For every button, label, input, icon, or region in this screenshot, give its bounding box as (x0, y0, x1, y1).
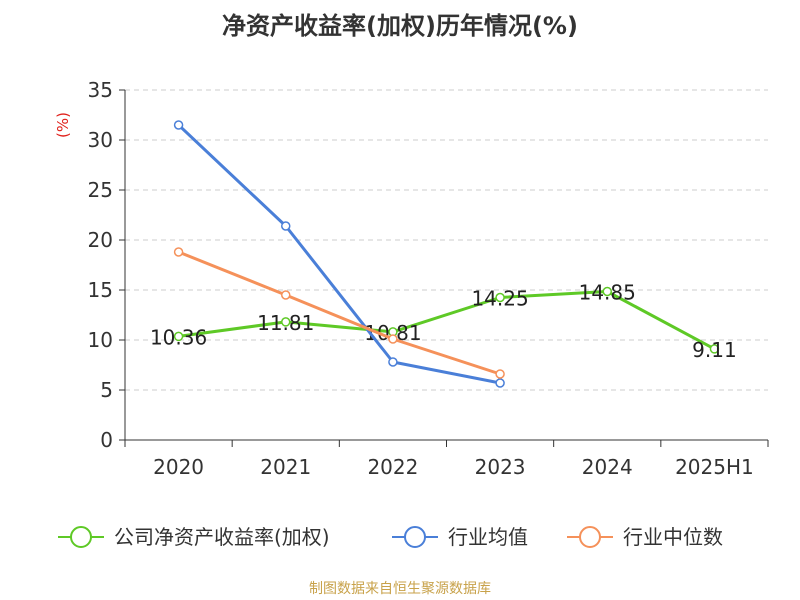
y-tick-label: 10 (88, 328, 113, 352)
legend-marker (70, 526, 92, 548)
chart-title: 净资产收益率(加权)历年情况(%) (222, 12, 578, 40)
series-line (178, 250, 501, 376)
data-label: 9.11 (692, 338, 737, 362)
x-tick-label: 2020 (153, 455, 204, 479)
data-point (173, 120, 184, 130)
x-tick-label: 2024 (582, 455, 633, 479)
data-label: 14.25 (471, 287, 528, 311)
data-point (281, 221, 291, 231)
y-tick-label: 35 (88, 78, 113, 102)
y-axis-label: (%) (54, 112, 72, 138)
x-tick-label: 2023 (475, 455, 526, 479)
source-note: 制图数据来自恒生聚源数据库 (309, 581, 491, 597)
y-tick-label: 20 (88, 228, 113, 252)
x-tick-label: 2022 (367, 455, 418, 479)
x-tick-label: 2021 (260, 455, 311, 479)
series-line (178, 290, 716, 351)
data-point (602, 286, 612, 297)
y-tick-label: 5 (100, 378, 113, 402)
data-point (495, 369, 505, 379)
data-point (173, 247, 184, 257)
series-line (177, 123, 501, 385)
y-tick-label: 15 (88, 278, 113, 302)
data-point (709, 344, 720, 354)
data-point (388, 334, 398, 344)
legend-label: 公司净资产收益率(加权) (114, 525, 330, 549)
y-tick-label: 30 (88, 128, 113, 152)
data-point (281, 290, 291, 300)
x-tick-label: 2025H1 (675, 455, 754, 479)
data-point (388, 357, 398, 367)
data-point (173, 331, 184, 342)
data-label: 11.81 (257, 311, 314, 335)
y-tick-label: 0 (100, 428, 113, 452)
legend-marker (404, 526, 426, 548)
data-point (495, 378, 505, 388)
data-point (281, 317, 291, 327)
data-point (495, 292, 505, 303)
legend-marker (579, 526, 601, 548)
legend-label: 行业中位数 (623, 525, 723, 549)
data-label: 14.85 (579, 281, 636, 305)
legend-label: 行业均值 (448, 525, 528, 549)
y-tick-label: 25 (88, 178, 113, 202)
data-label: 10.36 (150, 325, 207, 349)
